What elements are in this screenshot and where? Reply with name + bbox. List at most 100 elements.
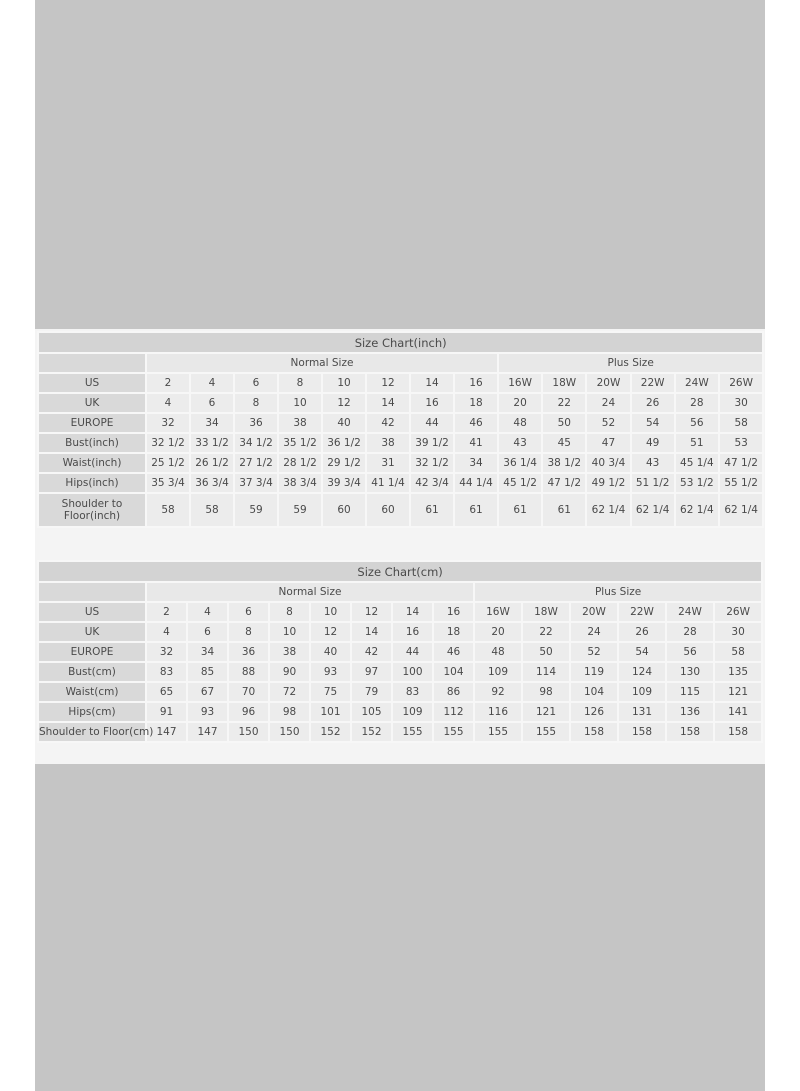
size-cell: 58: [145, 492, 191, 528]
size-cell: 114: [521, 661, 571, 683]
size-cell: 92: [473, 681, 523, 703]
row-label: US: [37, 601, 147, 623]
size-cell: 43: [496, 432, 544, 454]
size-cell: 52: [585, 412, 632, 434]
size-cell: 26 1/2: [189, 452, 235, 474]
size-cell: 61: [453, 492, 499, 528]
size-cell: 54: [629, 412, 676, 434]
size-cell: 61: [541, 492, 588, 528]
row-label: Shoulder to Floor(cm): [37, 721, 153, 743]
size-cell: 12: [350, 601, 393, 623]
size-cell: 121: [712, 681, 764, 703]
size-cell: 48: [496, 412, 544, 434]
size-cell: 67: [186, 681, 229, 703]
size-cell: 116: [473, 701, 523, 723]
size-cell: 112: [432, 701, 475, 723]
size-cell: 34 1/2: [233, 432, 279, 454]
size-cell: 8: [268, 601, 311, 623]
size-cell: 93: [186, 701, 229, 723]
size-cell: 34: [186, 641, 229, 663]
size-cell: 58: [189, 492, 235, 528]
size-cell: 41 1/4: [365, 472, 411, 494]
size-cell: 44: [391, 641, 434, 663]
size-cell: 16: [453, 372, 499, 394]
size-cell: 6: [189, 392, 235, 414]
size-cell: 36: [233, 412, 279, 434]
size-cell: 35 3/4: [145, 472, 191, 494]
size-cell: 2: [145, 601, 188, 623]
size-cell: 42: [365, 412, 411, 434]
size-cell: 60: [365, 492, 411, 528]
size-cell: 6: [186, 621, 229, 643]
size-cell: 22W: [617, 601, 667, 623]
row-label: Waist(cm): [37, 681, 147, 703]
size-cell: 50: [541, 412, 588, 434]
size-cell: 24W: [665, 601, 715, 623]
size-cell: 20: [496, 392, 544, 414]
size-cell: 65: [145, 681, 188, 703]
size-cell: 55 1/2: [717, 472, 765, 494]
size-cell: 24: [585, 392, 632, 414]
size-cell: 12: [309, 621, 352, 643]
table-row: UK 4 6 8 10 12 14 16 18 20 22 24 26 28 30: [37, 392, 765, 414]
size-cell: 155: [432, 721, 475, 743]
size-cell: 45 1/4: [673, 452, 720, 474]
table-row: Waist(cm) 65 67 70 72 75 79 83 86 92 98 104 109 115 12…: [37, 681, 764, 703]
corner-cell: [37, 581, 147, 603]
size-cell: 18: [453, 392, 499, 414]
size-cell: 39 1/2: [409, 432, 455, 454]
table-row: Shoulder to Floor(inch) 58 58 59 59 60 60 61 61 6…: [37, 492, 765, 528]
group-row: Normal Size Plus Size: [37, 352, 765, 374]
size-cell: 31: [365, 452, 411, 474]
group-row: Normal Size Plus Size: [37, 581, 764, 603]
size-cell: 34: [453, 452, 499, 474]
size-cell: 38 3/4: [277, 472, 323, 494]
size-cell: 14: [365, 392, 411, 414]
size-cell: 40: [309, 641, 352, 663]
size-cell: 158: [665, 721, 715, 743]
size-cell: 91: [145, 701, 188, 723]
size-cell: 124: [617, 661, 667, 683]
group-plus-size: Plus Size: [472, 581, 764, 603]
size-cell: 32: [145, 641, 188, 663]
size-cell: 131: [617, 701, 667, 723]
size-cell: 44 1/4: [453, 472, 499, 494]
size-cell: 53 1/2: [673, 472, 720, 494]
size-cell: 22: [541, 392, 588, 414]
size-cell: 56: [665, 641, 715, 663]
size-cell: 20W: [569, 601, 619, 623]
size-cell: 158: [712, 721, 764, 743]
size-cell: 26: [629, 392, 676, 414]
size-cell: 22W: [629, 372, 676, 394]
row-label: UK: [37, 621, 147, 643]
size-cell: 121: [521, 701, 571, 723]
size-cell: 155: [521, 721, 571, 743]
row-label: EUROPE: [37, 641, 147, 663]
size-cell: 109: [473, 661, 523, 683]
size-cell: 38 1/2: [541, 452, 588, 474]
size-cell: 10: [321, 372, 367, 394]
size-cell: 26: [617, 621, 667, 643]
row-label: US: [37, 372, 147, 394]
size-cell: 4: [145, 392, 191, 414]
size-cell: 37 3/4: [233, 472, 279, 494]
row-label: Hips(inch): [37, 472, 147, 494]
size-cell: 59: [233, 492, 279, 528]
size-cell: 86: [432, 681, 475, 703]
size-cell: 39 3/4: [321, 472, 367, 494]
size-cell: 45 1/2: [496, 472, 544, 494]
size-cell: 104: [432, 661, 475, 683]
size-cell: 18W: [541, 372, 588, 394]
group-normal-size: Normal Size: [145, 352, 499, 374]
size-cell: 47 1/2: [541, 472, 588, 494]
size-cell: 20: [473, 621, 523, 643]
size-cell: 158: [617, 721, 667, 743]
table-row: US 2 4 6 8 10 12 14 16 16W 18W 20W 22W 24W 26W: [37, 601, 764, 623]
size-cell: 26W: [712, 601, 764, 623]
size-cell: 8: [227, 621, 270, 643]
size-cell: 36 1/2: [321, 432, 367, 454]
size-cell: 43: [629, 452, 676, 474]
size-cell: 28: [673, 392, 720, 414]
size-cell: 62 1/4: [673, 492, 720, 528]
size-cell: 135: [712, 661, 764, 683]
